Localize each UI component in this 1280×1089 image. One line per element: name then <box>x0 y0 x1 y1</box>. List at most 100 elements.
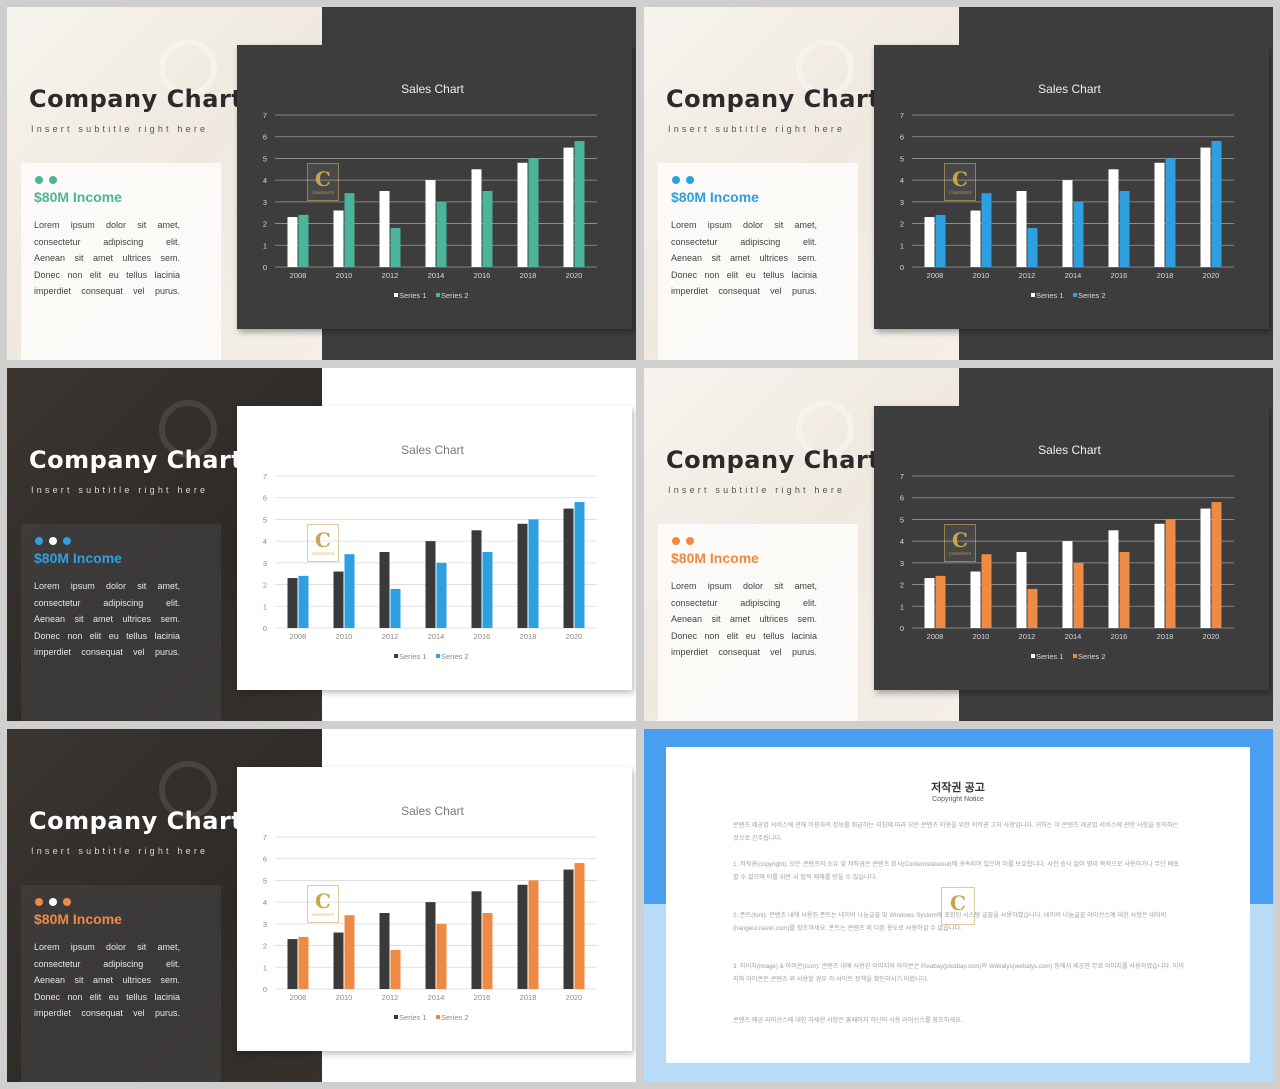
y-tick-label: 5 <box>900 154 904 163</box>
bar-series-1 <box>563 147 574 267</box>
legend-label: Series 1 <box>399 652 427 661</box>
copyright-paper: 저작권 공고 Copyright Notice 콘텐츠 제공업 서비스에 관해 … <box>666 747 1250 1063</box>
logo-letter: C <box>315 889 331 913</box>
logo-letter: C <box>952 167 968 191</box>
bar-series-2 <box>390 227 401 267</box>
legend-swatch <box>1031 293 1035 297</box>
y-tick-label: 7 <box>900 111 904 120</box>
x-tick-label: 2018 <box>1157 271 1174 280</box>
bar-series-1 <box>333 210 344 267</box>
y-tick-label: 5 <box>263 876 267 885</box>
x-tick-label: 2014 <box>428 993 445 1002</box>
dot-icon <box>63 898 71 906</box>
bar-series-2 <box>1165 519 1176 628</box>
bar-series-2 <box>1073 562 1084 628</box>
bar-series-1 <box>1016 191 1027 267</box>
y-tick-label: 4 <box>263 537 267 546</box>
x-tick-label: 2020 <box>1203 271 1220 280</box>
y-tick-label: 3 <box>263 920 267 929</box>
logo-letter: C <box>315 528 331 552</box>
x-tick-label: 2008 <box>927 632 944 641</box>
slide-subtitle: Insert subtitle right here <box>31 846 209 856</box>
x-tick-label: 2012 <box>382 993 399 1002</box>
x-tick-label: 2014 <box>428 271 445 280</box>
bar-series-2 <box>574 141 585 267</box>
body-text: Lorem ipsum dolor sit amet, consectetur a… <box>671 217 817 300</box>
x-tick-label: 2014 <box>1065 632 1082 641</box>
body-line: imperdiet consequat vel purus. <box>671 286 817 296</box>
bar-series-1 <box>471 530 482 628</box>
legend-swatch <box>394 293 398 297</box>
y-tick-label: 2 <box>263 581 267 590</box>
x-tick-label: 2008 <box>290 271 307 280</box>
bar-series-1 <box>1062 541 1073 628</box>
slide-subtitle: Insert subtitle right here <box>668 485 846 495</box>
slide-subtitle: Insert subtitle right here <box>668 124 846 134</box>
chart-slide: Company Chart Insert subtitle right here… <box>7 368 636 721</box>
contents-logo: C CONTENTS <box>307 524 339 562</box>
legend-label: Series 2 <box>1078 291 1106 300</box>
dots-decoration <box>672 532 700 550</box>
bar-series-2 <box>436 201 447 267</box>
dot-icon <box>35 537 43 545</box>
y-tick-label: 5 <box>263 515 267 524</box>
body-line: Aenean sit amet ultrices sem. <box>671 614 817 624</box>
y-tick-label: 3 <box>263 559 267 568</box>
y-tick-label: 5 <box>263 154 267 163</box>
sales-chart: Sales Chart 0 1 2 3 4 5 6 7 2008 2010 2012 2014 2016 2… <box>237 45 632 329</box>
dots-decoration <box>672 171 700 189</box>
y-tick-label: 5 <box>900 515 904 524</box>
body-line: consectetur adipiscing elit. <box>34 597 180 608</box>
y-tick-label: 2 <box>900 581 904 590</box>
chart-svg: Sales Chart 0 1 2 3 4 5 6 7 2008 2010 2012 2014 2016 2… <box>900 443 1234 661</box>
x-tick-label: 2010 <box>973 271 990 280</box>
y-tick-label: 3 <box>900 198 904 207</box>
copyright-subtitle: Copyright Notice <box>932 796 984 803</box>
bar-series-2 <box>344 915 355 989</box>
copyright-paragraph: 1. 저작권(copyright): 모든 콘텐츠의 소유 및 저작권은 콘텐츠… <box>733 861 1179 881</box>
slide-title: Company Chart <box>29 446 244 474</box>
x-tick-label: 2012 <box>1019 271 1036 280</box>
dot-icon <box>49 176 57 184</box>
income-heading: $80M Income <box>671 550 759 566</box>
y-tick-label: 0 <box>263 263 267 272</box>
legend-label: Series 2 <box>1078 652 1106 661</box>
coffee-cup-image <box>159 400 217 458</box>
legend-swatch <box>394 654 398 658</box>
bar-series-2 <box>390 588 401 628</box>
copyright-paragraph: 3. 이미지(image) & 아이콘(icon): 콘텐츠 내에 사용된 이미… <box>733 963 1185 983</box>
body-text: Lorem ipsum dolor sit amet, consectetur a… <box>34 578 180 661</box>
bar-series-2 <box>528 880 539 989</box>
legend-label: Series 1 <box>1036 291 1064 300</box>
income-card: $80M Income Lorem ipsum dolor sit amet, c… <box>658 163 858 360</box>
body-line: Aenean sit amet ultrices sem. <box>34 975 180 985</box>
y-tick-label: 2 <box>263 942 267 951</box>
bar-series-2 <box>528 519 539 628</box>
bar-series-1 <box>425 180 436 267</box>
bar-series-1 <box>471 891 482 989</box>
income-heading: $80M Income <box>34 911 122 927</box>
slide-subtitle: Insert subtitle right here <box>31 485 209 495</box>
bar-series-1 <box>1154 523 1165 628</box>
bar-series-2 <box>344 193 355 267</box>
body-line: imperdiet consequat vel purus. <box>34 286 180 296</box>
bar-series-2 <box>935 575 946 628</box>
bar-series-2 <box>436 923 447 989</box>
contents-logo: C <box>941 887 975 925</box>
bar-series-1 <box>1108 169 1119 267</box>
dot-icon <box>63 537 71 545</box>
dot-icon <box>35 176 43 184</box>
x-tick-label: 2018 <box>1157 632 1174 641</box>
chart-slide: Company Chart Insert subtitle right here… <box>7 7 636 360</box>
body-line: Donec non elit eu tellus lacinia <box>34 991 180 1002</box>
copyright-slide: 저작권 공고 Copyright Notice 콘텐츠 제공업 서비스에 관해 … <box>644 729 1273 1082</box>
dot-icon <box>672 537 680 545</box>
x-tick-label: 2016 <box>474 632 491 641</box>
bar-series-2 <box>482 552 493 628</box>
bar-series-1 <box>970 571 981 628</box>
legend-label: Series 1 <box>1036 652 1064 661</box>
legend-swatch <box>436 293 440 297</box>
bar-series-2 <box>344 554 355 628</box>
income-heading: $80M Income <box>671 189 759 205</box>
bar-series-2 <box>482 191 493 267</box>
